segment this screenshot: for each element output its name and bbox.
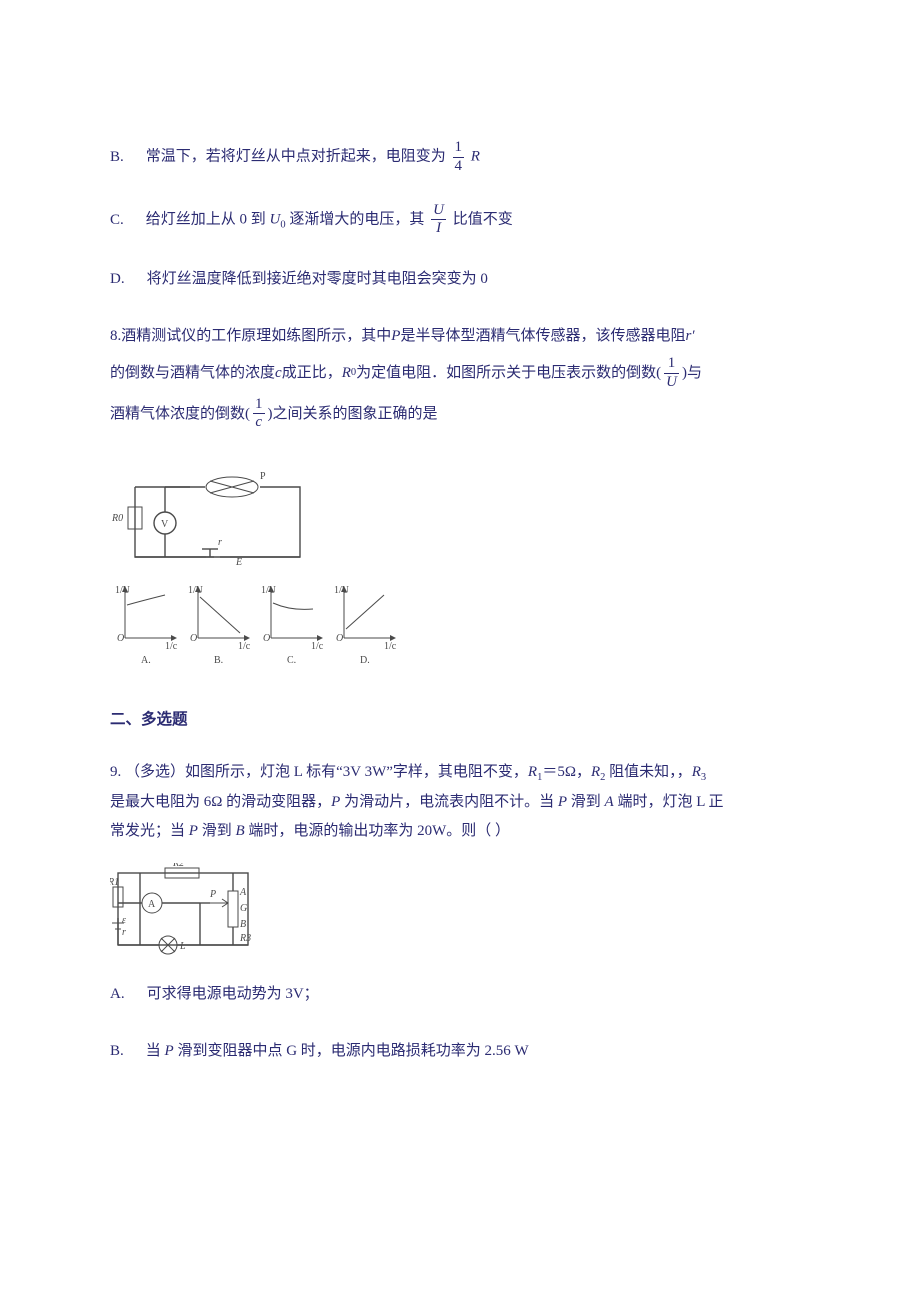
svg-text:O: O [190,633,197,644]
svg-text:P: P [209,889,216,900]
fraction-one-over-c: 1 c [253,397,265,432]
label-r0: R0 [111,513,123,524]
fraction-one-quarter: 1 4 [453,140,465,175]
svg-text:1/U: 1/U [334,585,350,596]
q8-answer-graphs: 1/U 1/c O A. 1/U 1/c O B. [110,583,410,669]
fraction-u-over-i: U I [431,203,446,238]
svg-text:B.: B. [214,655,223,666]
svg-text:r: r [122,927,126,938]
option-d: D. 将灯丝温度降低到接近绝对零度时其电阻会突变为 0 [110,265,810,294]
option-d-prefix: D. [110,265,125,294]
svg-text:O: O [263,633,270,644]
option-b-text: 常温下，若将灯丝从中点对折起来，电阻变为 1 4 R [146,140,480,175]
option-c-prefix: C. [110,206,124,235]
svg-text:C.: C. [287,655,296,666]
q8-figures: P V R0 r E [110,457,810,669]
q9-option-b: B. 当 P 滑到变阻器中点 G 时，电源内电路损耗功率为 2.56 W [110,1037,810,1066]
svg-text:G: G [240,903,247,914]
section-2-heading: 二、多选题 [110,705,810,734]
svg-text:A.: A. [141,655,151,666]
option-c-text: 给灯丝加上从 0 到 U0 逐渐增大的电压，其 U I 比值不变 [146,203,513,238]
option-d-text: 将灯丝温度降低到接近绝对零度时其电阻会突变为 0 [147,265,488,294]
svg-text:R1: R1 [110,877,119,888]
q9-circuit-diagram: R2 R1 ε r A A G B R3 P [110,863,260,958]
q8-circuit-diagram: P V R0 r E [110,457,330,577]
option-b: B. 常温下，若将灯丝从中点对折起来，电阻变为 1 4 R [110,140,810,175]
svg-text:1/U: 1/U [188,585,204,596]
label-e: E [235,557,242,568]
label-r: r [218,537,222,548]
fraction-one-over-u: 1 U [664,356,679,391]
svg-text:R2: R2 [172,863,184,869]
question-9: 9. （多选）如图所示，灯泡 L 标有“3V 3W”字样，其电阻不变，R1＝5Ω… [110,758,810,845]
option-c: C. 给灯丝加上从 0 到 U0 逐渐增大的电压，其 U I 比值不变 [110,203,810,238]
svg-text:1/U: 1/U [261,585,277,596]
label-p: P [260,471,266,482]
q9-option-b-prefix: B. [110,1037,124,1066]
svg-text:O: O [117,633,124,644]
svg-text:R3: R3 [239,933,251,944]
svg-text:1/U: 1/U [115,585,131,596]
svg-text:B: B [240,919,246,930]
svg-text:O: O [336,633,343,644]
svg-text:ε: ε [122,915,126,926]
svg-text:A: A [148,899,156,910]
label-v: V [161,519,169,530]
q9-option-a-prefix: A. [110,980,125,1009]
option-b-prefix: B. [110,143,124,172]
question-8: 8. 酒精测试仪的工作原理如练图所示，其中 P 是半导体型酒精气体传感器，该传感… [110,322,810,432]
q9-option-a-text: 可求得电源电动势为 3V； [147,980,319,1009]
svg-text:D.: D. [360,655,370,666]
svg-text:1/c: 1/c [384,641,397,652]
svg-text:A: A [239,887,247,898]
svg-text:1/c: 1/c [238,641,251,652]
svg-text:1/c: 1/c [165,641,178,652]
svg-text:1/c: 1/c [311,641,324,652]
q9-option-a: A. 可求得电源电动势为 3V； [110,980,810,1009]
q9-option-b-text: 当 P 滑到变阻器中点 G 时，电源内电路损耗功率为 2.56 W [146,1037,529,1066]
svg-text:L: L [179,941,186,952]
